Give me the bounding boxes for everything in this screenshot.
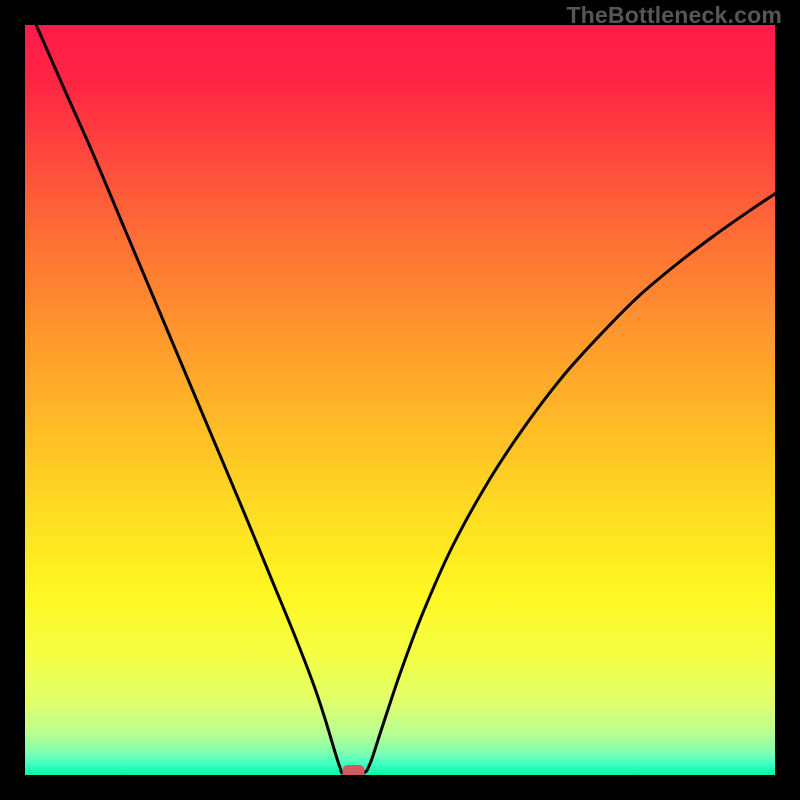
gradient-background — [25, 25, 775, 775]
chart-svg — [25, 25, 775, 775]
chart-container: TheBottleneck.com — [0, 0, 800, 800]
minimum-marker — [343, 765, 365, 775]
plot-area — [25, 25, 775, 775]
